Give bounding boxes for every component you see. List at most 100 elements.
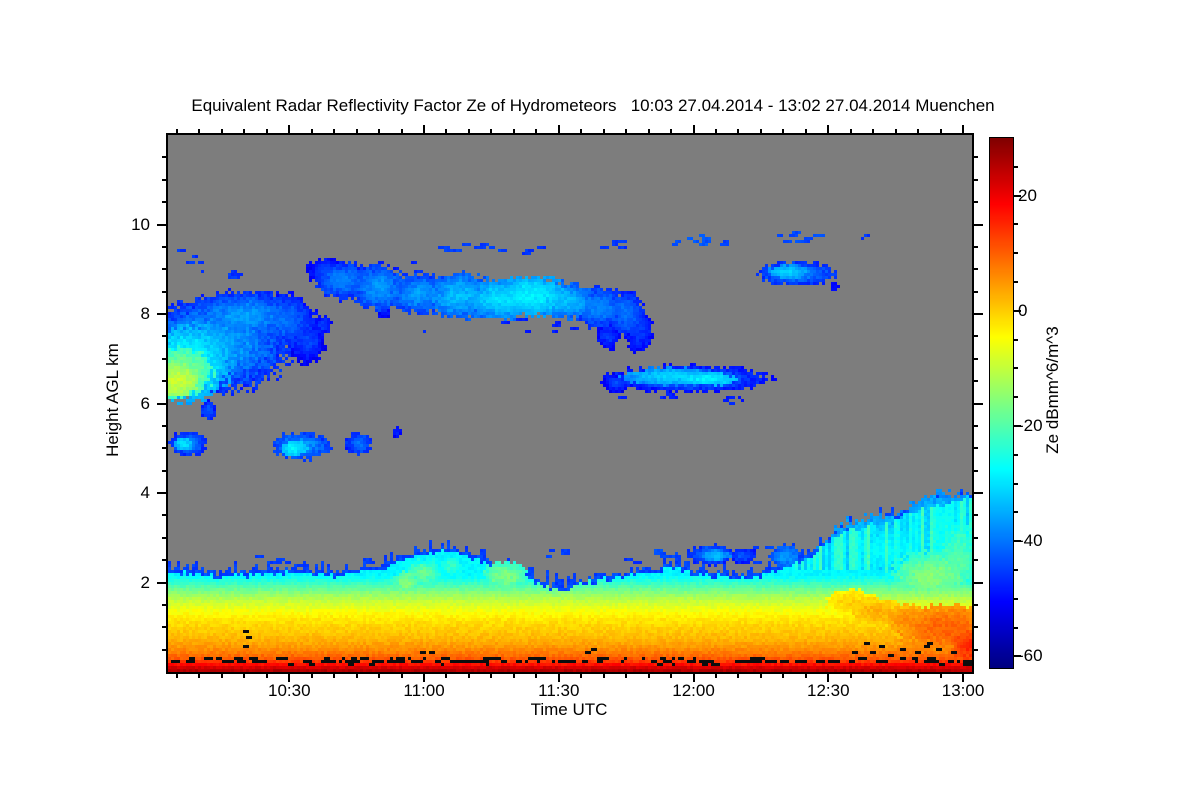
y-axis-tick	[157, 313, 166, 315]
x-axis-top-tick	[558, 125, 560, 133]
colorbar-tick	[1014, 655, 1021, 657]
y-axis-right-tick	[974, 179, 978, 181]
x-axis-tick	[176, 674, 178, 678]
y-axis-tick	[162, 268, 166, 270]
colorbar-tick	[1014, 195, 1021, 197]
x-axis-top-tick	[648, 129, 650, 133]
y-tick-label-4: 4	[140, 483, 150, 502]
x-axis-tick	[782, 674, 784, 678]
x-axis-tick	[580, 674, 582, 678]
y-axis-right-tick	[974, 604, 978, 606]
x-axis-tick	[850, 674, 852, 678]
y-axis-right-tick	[974, 649, 978, 651]
y-axis-tick	[162, 425, 166, 427]
y-tick-label-2: 2	[140, 572, 150, 592]
x-axis-tick	[827, 674, 829, 682]
y-axis-tick	[162, 358, 166, 360]
x-axis-top-tick	[243, 129, 245, 133]
colorbar-tick	[1014, 281, 1018, 283]
colorbar-title: Ze dBmm^6/m^3	[1043, 326, 1062, 454]
x-axis-top-tick	[288, 125, 290, 133]
y-axis-right-tick	[974, 268, 978, 270]
y-axis-tick	[162, 559, 166, 561]
x-axis-top-tick	[760, 129, 762, 133]
y-axis-tick	[162, 649, 166, 651]
x-axis-tick	[940, 674, 942, 678]
x-axis-tick	[535, 674, 537, 678]
y-axis-tick	[162, 156, 166, 158]
y-axis-tick	[157, 403, 166, 405]
y-axis-right-tick	[974, 358, 978, 360]
y-axis-right-tick	[974, 514, 978, 516]
y-axis-right-tick	[974, 335, 978, 337]
y-axis-tick	[162, 179, 166, 181]
x-axis-top-tick	[445, 129, 447, 133]
colorbar-tick-label--60: -60	[1018, 646, 1043, 666]
y-axis-tick	[162, 537, 166, 539]
figure-title: Equivalent Radar Reflectivity Factor Ze …	[191, 96, 995, 115]
y-tick-label-6: 6	[140, 393, 150, 413]
x-axis-top-tick	[940, 129, 942, 133]
reflectivity-heatmap-canvas	[168, 135, 972, 672]
colorbar-tick	[1014, 310, 1021, 312]
x-axis-top-tick	[895, 129, 897, 133]
x-axis-top-tick	[423, 125, 425, 133]
y-axis-right-tick	[974, 224, 983, 226]
x-axis-tick	[401, 674, 403, 678]
x-axis-tick	[760, 674, 762, 678]
y-axis-right-tick	[974, 291, 978, 293]
x-axis-tick	[670, 674, 672, 678]
colorbar-tick	[1014, 569, 1018, 571]
colorbar-tick	[1014, 339, 1018, 341]
x-tick-label-11:00: 11:00	[403, 681, 445, 700]
y-axis-right-tick	[974, 626, 978, 628]
colorbar-tick	[1014, 166, 1018, 168]
x-axis-tick	[962, 674, 964, 682]
y-axis-right-tick	[974, 201, 978, 203]
x-axis-top-tick	[378, 129, 380, 133]
x-axis-tick	[423, 674, 425, 682]
x-axis-top-tick	[468, 129, 470, 133]
x-axis-top-tick	[962, 125, 964, 133]
y-tick-label-10: 10	[131, 214, 150, 234]
x-axis-top-tick	[603, 129, 605, 133]
x-axis-tick	[490, 674, 492, 678]
x-axis-top-tick	[850, 129, 852, 133]
colorbar-tick	[1014, 396, 1018, 398]
y-axis-tick	[162, 246, 166, 248]
x-axis-top-tick	[625, 129, 627, 133]
colorbar-tick	[1014, 425, 1021, 427]
colorbar-tick	[1014, 252, 1018, 254]
colorbar-tick	[1014, 627, 1018, 629]
x-axis-top-tick	[333, 129, 335, 133]
x-axis-top-tick	[198, 129, 200, 133]
colorbar-tick-label-20: 20	[1018, 185, 1037, 205]
y-axis-tick	[157, 582, 166, 584]
y-axis-right-tick	[974, 380, 978, 382]
y-axis-tick	[162, 514, 166, 516]
x-axis-top-tick	[827, 125, 829, 133]
x-axis-tick	[917, 674, 919, 678]
y-axis-tick	[162, 291, 166, 293]
colorbar-tick-label--20: -20	[1018, 416, 1043, 436]
x-axis-tick	[737, 674, 739, 678]
x-axis-top-tick	[805, 129, 807, 133]
colorbar-tick-label--40: -40	[1018, 531, 1043, 551]
x-axis-tick	[198, 674, 200, 678]
x-tick-label-12:30: 12:30	[806, 681, 850, 700]
x-axis-top-tick	[176, 129, 178, 133]
y-axis-right-tick	[974, 403, 983, 405]
x-axis-top-tick	[715, 129, 717, 133]
y-axis-tick	[162, 447, 166, 449]
y-axis-tick	[157, 492, 166, 494]
y-axis-tick	[162, 201, 166, 203]
y-axis-tick	[162, 470, 166, 472]
y-axis-tick	[162, 335, 166, 337]
colorbar-tick	[1014, 454, 1018, 456]
x-axis-top-tick	[401, 129, 403, 133]
x-axis-tick	[221, 674, 223, 678]
plot-frame	[166, 133, 974, 674]
y-axis-right-tick	[974, 156, 978, 158]
colorbar-tick-label-0: 0	[1018, 300, 1028, 320]
